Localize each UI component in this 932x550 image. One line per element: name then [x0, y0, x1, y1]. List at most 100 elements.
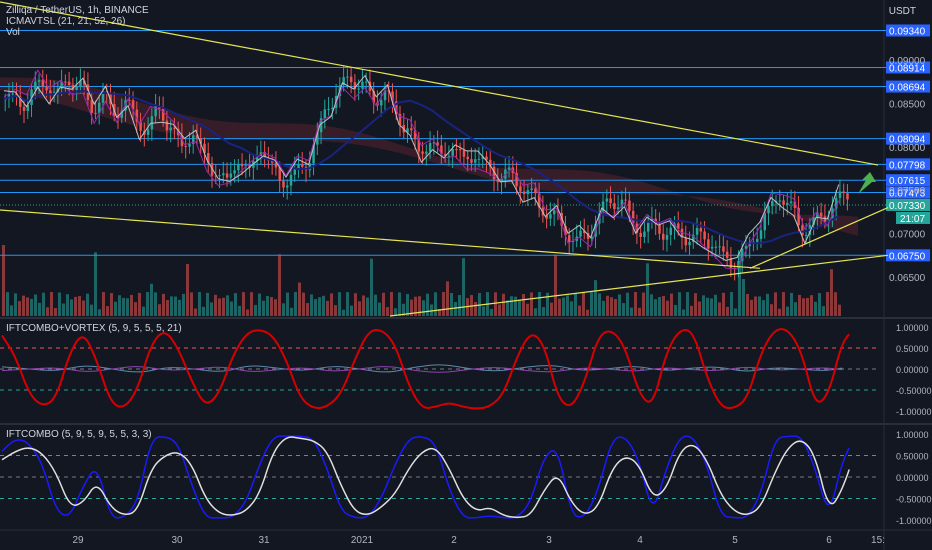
- candle-body: [718, 246, 721, 248]
- candle-body: [270, 160, 274, 163]
- volume-bar: [66, 294, 69, 316]
- volume-bar: [810, 295, 813, 316]
- candle-body: [286, 185, 289, 188]
- volume-bar: [122, 297, 125, 316]
- candle-body: [462, 150, 466, 157]
- candle-body: [192, 135, 195, 144]
- volume-bar: [258, 293, 261, 316]
- volume-bar: [638, 307, 641, 316]
- candle-body: [692, 234, 695, 242]
- candle-body: [823, 216, 827, 222]
- volume-bar: [742, 278, 745, 316]
- candle-body: [98, 102, 101, 113]
- candle-body: [447, 155, 451, 157]
- volume-bar: [834, 292, 837, 316]
- candle-body: [237, 164, 240, 171]
- volume-bar: [726, 306, 729, 316]
- volume-bar: [610, 297, 613, 316]
- current-price-label: 0.07330: [889, 201, 926, 212]
- candle-body: [124, 100, 127, 111]
- volume-bar: [598, 293, 601, 316]
- volume-bar: [14, 293, 17, 316]
- volume-bar: [30, 298, 33, 316]
- candle-body: [432, 142, 436, 144]
- volume-bar: [278, 254, 281, 316]
- candle-body: [222, 173, 225, 176]
- volume-bar: [298, 282, 301, 316]
- candle-body: [188, 143, 191, 147]
- volume-bar: [102, 292, 105, 316]
- volume-bar: [518, 299, 521, 316]
- volume-bar: [670, 293, 673, 316]
- time-axis-label: 5: [732, 535, 738, 546]
- volume-bar: [270, 297, 273, 316]
- volume-bar: [682, 309, 685, 316]
- candle-body: [519, 186, 522, 192]
- volume-bar: [694, 293, 697, 316]
- volume-bar: [106, 306, 109, 316]
- volume-bar: [358, 301, 361, 316]
- symbol-title[interactable]: Zilliqa / TetherUS, 1h, BINANCE: [6, 5, 149, 16]
- countdown-bg: [896, 211, 930, 224]
- candle-body: [428, 143, 432, 152]
- pane2-legend[interactable]: IFTCOMBO+VORTEX (5, 9, 5, 5, 5, 21): [6, 323, 182, 334]
- candle-body: [816, 212, 819, 218]
- volume-bar: [294, 292, 297, 316]
- level-label-bg: [886, 24, 930, 37]
- candle-body: [549, 214, 552, 219]
- candle-body: [500, 178, 503, 183]
- candle-body: [7, 93, 11, 100]
- candle-body: [662, 233, 665, 240]
- volume-bar: [698, 301, 701, 316]
- candle-body: [331, 107, 334, 110]
- volume-bar: [502, 293, 505, 316]
- candle-body: [801, 225, 804, 236]
- candle-body: [443, 154, 447, 156]
- time-axis-label: 6: [826, 535, 832, 546]
- volume-bar: [262, 300, 265, 316]
- volume-bar: [798, 294, 801, 316]
- candle-body: [838, 191, 842, 198]
- volume-bar: [406, 294, 409, 316]
- candle-body: [391, 91, 394, 102]
- indicator-vol-label[interactable]: Vol: [6, 27, 20, 38]
- candle-body: [15, 93, 18, 97]
- candle-body: [395, 101, 398, 115]
- volume-bar: [474, 301, 477, 316]
- candle-body: [786, 202, 789, 205]
- volume-bar: [578, 305, 581, 316]
- candle-body: [214, 175, 218, 177]
- volume-bar: [562, 297, 565, 316]
- volume-bar: [302, 292, 305, 316]
- candle-body: [383, 90, 387, 101]
- volume-bar: [618, 294, 621, 316]
- volume-bar: [574, 293, 577, 316]
- volume-bar: [166, 300, 169, 316]
- level-label: 0.07798: [889, 160, 926, 171]
- candle-body: [703, 231, 706, 240]
- candle-body: [804, 234, 808, 236]
- volume-bar: [162, 293, 165, 316]
- osc1-red-line: [1, 328, 850, 410]
- volume-bar: [342, 309, 345, 316]
- candle-body: [357, 88, 360, 90]
- candle-body: [64, 81, 67, 83]
- ma-line-purple: [3, 69, 840, 270]
- pane3-legend[interactable]: IFTCOMBO (5, 9, 5, 9, 5, 5, 3, 3): [6, 429, 152, 440]
- volume-bar: [690, 305, 693, 316]
- level-label-bg: [886, 132, 930, 145]
- candle-body: [316, 132, 319, 145]
- candle-body: [49, 90, 52, 96]
- candle-body: [41, 80, 45, 87]
- candle-body: [342, 77, 345, 86]
- trendline-lower-left: [0, 209, 761, 269]
- candle-body: [274, 162, 278, 168]
- volume-bar: [26, 297, 29, 316]
- candle-body: [131, 100, 135, 110]
- volume-bar: [222, 297, 225, 316]
- volume-bar: [210, 302, 213, 316]
- volume-bar: [674, 304, 677, 316]
- indicator-icmavtsl-label[interactable]: ICMAVTSL (21, 21, 52, 26): [6, 16, 126, 27]
- level-label: 0.07615: [889, 176, 926, 187]
